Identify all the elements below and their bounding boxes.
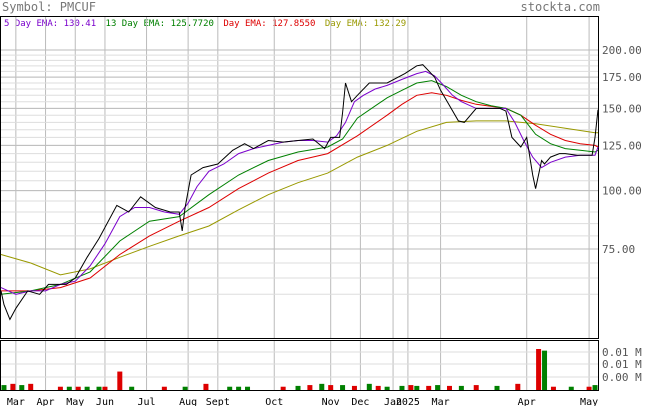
- month-label: Dec: [351, 397, 369, 406]
- series-ema13: [0, 80, 599, 295]
- volume-bar: [351, 385, 357, 390]
- volume-bar: [568, 386, 574, 390]
- volume-bar: [458, 385, 464, 390]
- volume-bar: [75, 386, 81, 390]
- legend-ema5: 5 Day EMA: 130.41: [4, 19, 97, 29]
- volume-bar: [550, 386, 556, 390]
- volume-bar: [446, 385, 452, 390]
- price-tick-label: 100.00: [602, 185, 642, 198]
- volume-tick-label: 0.01 M: [602, 346, 642, 359]
- legend-ema13: 13 Day EMA: 125.7720: [105, 19, 214, 29]
- volume-tick-label: 0.01 M: [602, 358, 642, 371]
- volume-bar: [384, 386, 390, 390]
- volume-bar: [375, 385, 381, 390]
- ema-legend: 5 Day EMA: 130.41 13 Day EMA: 125.7720 D…: [4, 19, 410, 29]
- price-tick-label: 75.00: [602, 243, 635, 256]
- month-label: Aug: [179, 397, 197, 406]
- volume-bar: [1, 385, 7, 390]
- volume-bar: [307, 385, 313, 390]
- volume-bar: [473, 385, 479, 390]
- month-label: Nov: [322, 397, 340, 406]
- volume-bar: [586, 386, 592, 390]
- price-tick-label: 150.00: [602, 102, 642, 115]
- legend-ema50: Day EMA: 132.29: [324, 19, 407, 29]
- month-label: Oct: [265, 397, 283, 406]
- volume-bar: [102, 386, 108, 390]
- volume-bar: [28, 383, 34, 390]
- volume-axis: 0.01 M0.01 M0.00 M: [602, 346, 642, 384]
- month-label: Jul: [138, 397, 156, 406]
- volume-tick-label: 0.00 M: [602, 371, 642, 384]
- volume-bar: [245, 386, 251, 390]
- month-label: Jun: [96, 397, 114, 406]
- volume-bar: [319, 383, 325, 390]
- volume-bar: [542, 350, 548, 390]
- price-panel-frame: [0, 16, 599, 339]
- series-ema5: [0, 70, 599, 295]
- grid: [1, 17, 598, 338]
- volume-bar: [536, 349, 542, 390]
- series-lines: [0, 64, 599, 321]
- price-axis: 200.00 175.00 150.00 125.00 100.00 75.00: [602, 44, 642, 256]
- volume-bar: [295, 385, 301, 390]
- month-label: May: [580, 397, 598, 406]
- volume-bar: [66, 386, 72, 390]
- series-ema50: [0, 120, 598, 276]
- month-label: 2025: [396, 397, 420, 406]
- volume-bar: [57, 386, 63, 390]
- month-label: Mar: [7, 397, 25, 406]
- month-label: Sept: [206, 397, 230, 406]
- volume-grid: [1, 341, 598, 390]
- volume-bar: [366, 383, 372, 390]
- series-price: [0, 64, 599, 321]
- volume-bar: [494, 385, 500, 390]
- volume-bar: [19, 385, 25, 390]
- volume-bar: [129, 386, 135, 390]
- volume-bar: [96, 386, 102, 390]
- volume-bar: [399, 385, 405, 390]
- volume-bar: [592, 385, 598, 390]
- volume-bar: [84, 386, 90, 390]
- volume-bar: [161, 386, 167, 390]
- volume-bar: [414, 385, 420, 390]
- volume-panel-frame: [0, 340, 599, 391]
- volume-bar: [408, 385, 414, 390]
- volume-bar: [10, 383, 16, 390]
- volume-bar: [340, 385, 346, 390]
- volume-bar: [227, 386, 233, 390]
- site-name[interactable]: stockta.com: [520, 0, 600, 14]
- month-label: May: [66, 397, 84, 406]
- price-tick-label: 200.00: [602, 44, 642, 57]
- volume-bars: [1, 349, 598, 390]
- volume-bar: [117, 371, 123, 390]
- month-label: Apr: [37, 397, 55, 406]
- volume-bar: [236, 386, 242, 390]
- volume-bar: [328, 385, 334, 390]
- price-tick-label: 175.00: [602, 71, 642, 84]
- legend-ema26: Day EMA: 127.8550: [223, 19, 316, 29]
- symbol-label: Symbol: PMCUF: [2, 0, 96, 14]
- volume-bar: [182, 386, 188, 390]
- month-label: Apr: [518, 397, 536, 406]
- volume-bar: [435, 385, 441, 390]
- price-tick-label: 125.00: [602, 139, 642, 152]
- month-label: Jan: [384, 397, 402, 406]
- month-label: Mar: [432, 397, 450, 406]
- volume-bar: [426, 385, 432, 390]
- volume-bar: [203, 383, 209, 390]
- volume-bar: [515, 383, 521, 390]
- volume-bar: [280, 386, 286, 390]
- series-ema26: [1, 92, 599, 292]
